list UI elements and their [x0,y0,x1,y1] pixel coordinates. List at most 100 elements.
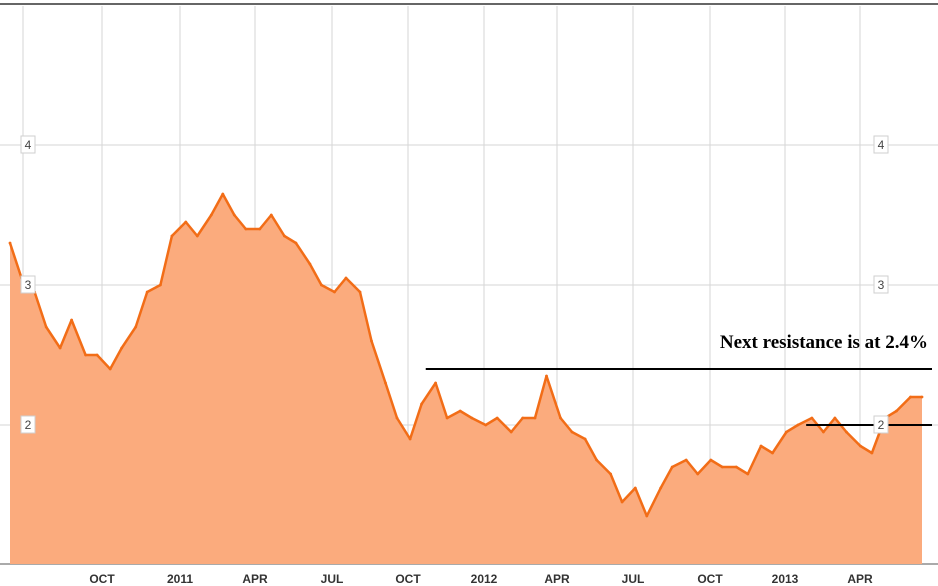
x-tick-label: APR [847,572,873,586]
x-tick-label: 2011 [167,572,193,586]
data-point [134,325,138,329]
data-point [859,444,862,448]
data-point [8,241,12,245]
data-point [184,220,188,224]
y-tick-box [20,275,36,294]
data-point [659,486,663,490]
y-tick-label-right: 2 [878,418,885,432]
y-tick-box [20,135,36,154]
data-point [609,472,612,476]
data-point [771,451,774,455]
data-point [120,346,124,350]
x-tick-label: JUL [321,572,344,586]
x-tick-label: OCT [697,572,723,586]
data-point [759,444,763,448]
data-point [170,234,174,238]
data-point [244,227,248,231]
data-point [696,472,700,476]
data-point [420,402,423,406]
data-point [108,367,112,371]
data-point [620,500,624,504]
data-point [145,290,149,294]
y-tick-box [873,415,889,434]
data-point [595,458,598,462]
x-tick-label: APR [544,572,570,586]
data-point [684,458,688,462]
data-point [320,283,323,287]
data-point [709,458,713,462]
y-tick-box [873,275,889,294]
x-tick-label: 2012 [471,572,498,586]
data-point [822,430,825,434]
data-point [545,374,548,378]
data-point [358,290,362,294]
data-point [333,290,336,294]
data-point [895,409,898,413]
data-point [434,381,437,385]
series-area [8,192,924,564]
data-point [470,416,474,420]
data-point [283,234,286,238]
data-point [370,339,373,343]
data-point [445,416,449,420]
y-tick-label-right: 3 [878,278,885,292]
x-axis-labels: OCT 2011 APR JUL OCT 2012 APR JUL OCT 2013 APR [89,572,873,586]
x-tick-label: APR [242,572,268,586]
data-point [395,416,399,420]
annotations: Next resistance is at 2.4% [425,332,932,426]
data-point [583,437,587,441]
resistance-annotation: Next resistance is at 2.4% [720,332,928,353]
y-tick-label-left: 4 [25,138,32,152]
series-area-fill [10,194,922,564]
data-point [720,465,724,469]
data-point [920,395,924,399]
data-point [734,465,738,469]
x-tick-label: JUL [622,572,645,586]
data-point [221,192,225,196]
data-point [95,353,99,357]
data-point [232,213,236,217]
data-point [559,416,562,420]
y-tick-label-left: 3 [25,278,32,292]
data-point [633,486,637,490]
y-axis-labels: 4 4 3 3 2 2 [20,135,889,434]
data-point [746,472,750,476]
data-point [645,514,649,518]
data-point [308,262,312,266]
x-tick-label: OCT [395,572,421,586]
data-point [785,430,788,434]
series-line [8,192,922,518]
data-point [845,430,848,434]
data-point [159,283,162,287]
data-point [209,213,213,217]
y-tick-label-right: 4 [878,138,885,152]
data-point [533,416,537,420]
data-point [909,395,912,399]
data-point [870,451,874,455]
data-point [509,430,513,434]
data-point [570,430,574,434]
data-point [44,325,48,329]
x-tick-label: 2013 [772,572,799,586]
data-point [294,241,298,245]
data-point [344,276,348,280]
data-point [810,416,814,420]
data-point [484,423,488,427]
data-point [408,437,412,441]
data-point [495,416,499,420]
data-point [521,416,525,420]
data-point [384,381,387,385]
data-point [195,234,199,238]
data-point [70,318,73,322]
data-point [269,213,273,217]
y-tick-box [20,415,36,434]
y-tick-label-left: 2 [25,418,32,432]
data-point [670,465,674,469]
data-point [58,346,62,350]
data-point [84,353,87,357]
data-point [833,416,837,420]
x-tick-label: OCT [89,572,115,586]
y-tick-box [873,135,889,154]
data-point [258,227,262,231]
